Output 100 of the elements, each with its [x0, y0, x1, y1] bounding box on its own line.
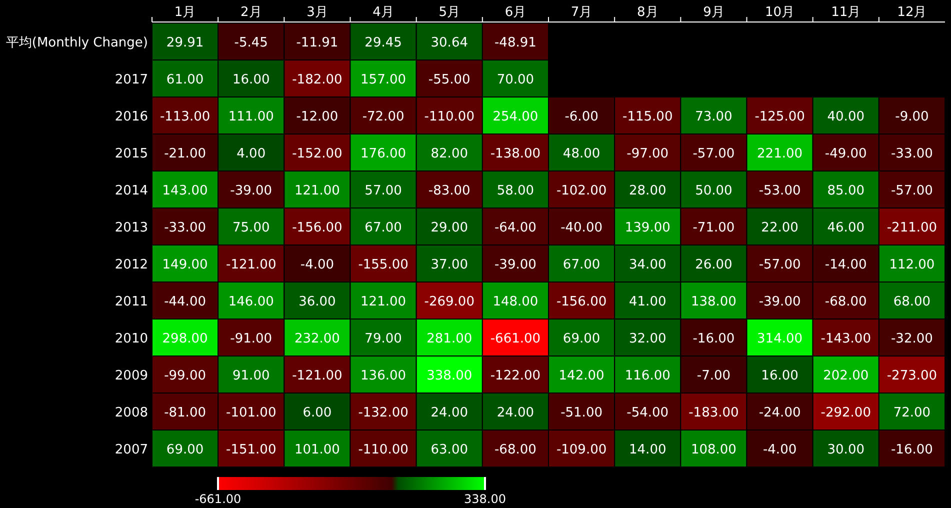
- data-label: 143.00: [162, 184, 208, 198]
- x-tick-label: 12月: [897, 5, 927, 20]
- data-label: -53.00: [758, 184, 801, 198]
- data-label: -33.00: [164, 220, 206, 236]
- x-tick-label: 2月: [240, 5, 262, 20]
- data-label: -113.00: [160, 110, 210, 124]
- data-label: -5.45: [234, 36, 268, 50]
- data-label: -57.00: [692, 146, 735, 162]
- data-label: -4.00: [300, 258, 334, 272]
- data-label: 157.00: [360, 72, 406, 88]
- data-label: -125.00: [754, 110, 805, 124]
- x-tick-label: 3月: [306, 5, 328, 20]
- data-label: 75.00: [232, 220, 270, 236]
- data-label: 6.00: [302, 406, 332, 420]
- y-tick-label: 2013: [114, 220, 148, 236]
- data-label: -109.00: [556, 442, 607, 458]
- data-label: 29.91: [166, 36, 204, 50]
- data-label: -91.00: [230, 332, 272, 346]
- data-label: 148.00: [492, 294, 538, 310]
- data-label: 146.00: [228, 294, 274, 310]
- data-label: -71.00: [692, 220, 735, 236]
- data-label: -6.00: [564, 110, 598, 124]
- data-label: -269.00: [424, 294, 474, 310]
- data-label: -155.00: [358, 258, 408, 272]
- data-label: -156.00: [292, 220, 342, 236]
- data-label: 67.00: [364, 220, 402, 236]
- data-label: 48.00: [562, 146, 600, 162]
- data-label: -39.00: [494, 258, 536, 272]
- data-label: 82.00: [430, 146, 468, 162]
- data-label: 281.00: [426, 332, 472, 346]
- data-label: -40.00: [560, 220, 603, 236]
- data-label: 112.00: [889, 258, 935, 272]
- data-label: -48.91: [494, 36, 536, 50]
- data-label: 149.00: [162, 258, 208, 272]
- data-label: 111.00: [228, 110, 274, 124]
- y-tick-label: 2009: [114, 368, 148, 384]
- x-tick-label: 4月: [372, 5, 394, 20]
- data-label: 136.00: [360, 368, 406, 384]
- data-label: 85.00: [827, 184, 864, 198]
- data-label: -97.00: [626, 146, 669, 162]
- data-label: -16.00: [890, 442, 933, 458]
- data-label: -49.00: [824, 146, 867, 162]
- data-label: -24.00: [758, 406, 801, 420]
- data-label: 4.00: [236, 146, 266, 162]
- data-label: -110.00: [424, 110, 474, 124]
- data-label: -115.00: [622, 110, 673, 124]
- data-label: -7.00: [696, 368, 731, 384]
- data-label: -39.00: [758, 294, 801, 310]
- data-label: -121.00: [226, 258, 276, 272]
- data-label: 314.00: [757, 332, 803, 346]
- data-label: 14.00: [629, 442, 666, 458]
- y-tick-label: 2011: [114, 294, 148, 310]
- data-label: 58.00: [496, 184, 534, 198]
- data-label: 221.00: [757, 146, 803, 162]
- data-label: 61.00: [166, 72, 204, 88]
- data-label: -55.00: [428, 72, 470, 88]
- data-label: -182.00: [292, 72, 342, 88]
- data-label: -99.00: [164, 368, 206, 384]
- data-label: 29.45: [364, 36, 402, 50]
- data-label: 16.00: [232, 72, 270, 88]
- data-label: 34.00: [629, 258, 666, 272]
- data-label: -292.00: [820, 406, 871, 420]
- x-tick-label: 8月: [636, 5, 658, 20]
- data-label: 70.00: [496, 72, 534, 88]
- data-label: 69.00: [166, 442, 204, 458]
- y-tick-label: 2007: [114, 442, 148, 458]
- data-label: -121.00: [292, 368, 342, 384]
- data-label: 26.00: [695, 258, 732, 272]
- data-label: 22.00: [761, 220, 798, 236]
- data-label: 108.00: [690, 442, 736, 458]
- data-label: -4.00: [762, 442, 797, 458]
- data-label: -57.00: [890, 184, 933, 198]
- data-label: -64.00: [494, 220, 536, 236]
- data-label: -661.00: [490, 332, 541, 346]
- data-label: 69.00: [562, 332, 600, 346]
- data-label: -9.00: [895, 110, 929, 124]
- data-label: 37.00: [430, 258, 468, 272]
- data-label: -273.00: [886, 368, 938, 384]
- y-tick-label: 平均(Monthly Change): [6, 36, 148, 50]
- data-label: 139.00: [624, 220, 670, 236]
- data-label: -57.00: [758, 258, 801, 272]
- x-tick-label: 5月: [438, 5, 460, 20]
- y-tick-label: 2008: [114, 406, 148, 420]
- data-label: -44.00: [164, 294, 206, 310]
- data-label: -102.00: [556, 184, 607, 198]
- data-label: 79.00: [364, 332, 402, 346]
- data-label: -152.00: [292, 146, 342, 162]
- data-label: -68.00: [494, 442, 536, 458]
- x-tick-label: 6月: [504, 5, 526, 20]
- data-label: -211.00: [886, 220, 938, 236]
- y-tick-label: 2010: [114, 332, 148, 346]
- data-label: 46.00: [827, 220, 864, 236]
- x-tick-label: 7月: [570, 5, 592, 20]
- x-tick-label: 11月: [831, 5, 861, 20]
- y-tick-label: 2015: [114, 146, 148, 162]
- data-label: 138.00: [690, 294, 736, 310]
- data-label: 176.00: [360, 146, 406, 162]
- data-label: 67.00: [562, 258, 600, 272]
- data-label: 121.00: [360, 294, 406, 310]
- data-label: 63.00: [430, 442, 468, 458]
